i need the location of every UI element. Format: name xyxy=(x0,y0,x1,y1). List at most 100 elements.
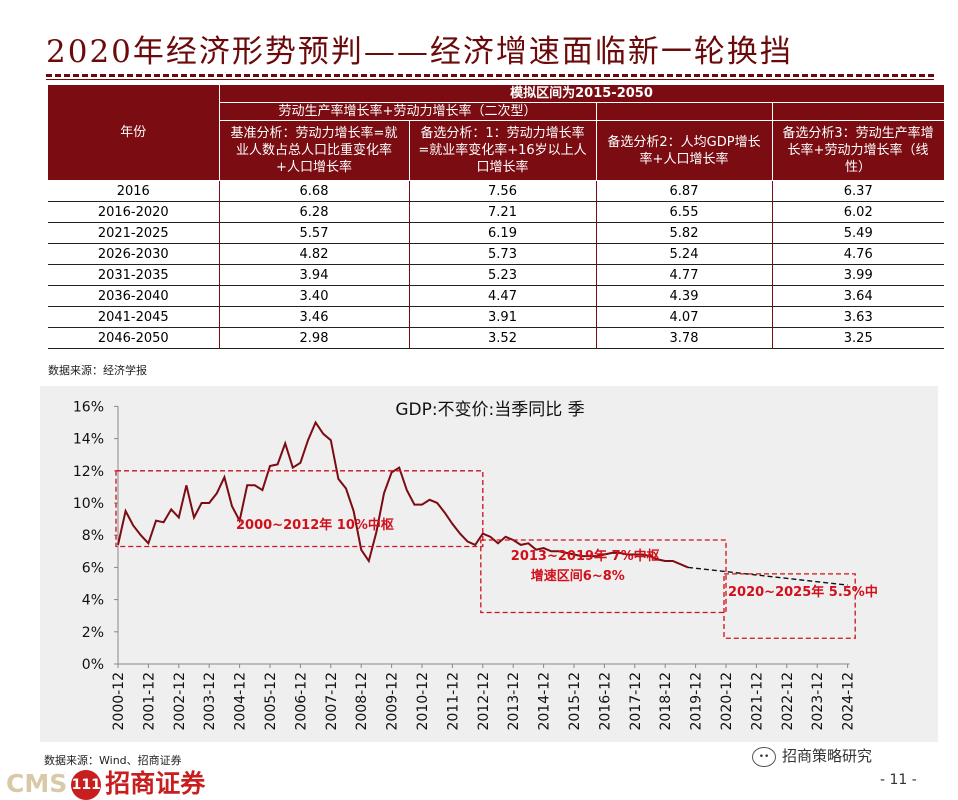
gdp-growth-line xyxy=(117,420,689,569)
y-tick-label: 10% xyxy=(73,496,104,512)
y-tick-label: 12% xyxy=(73,464,104,480)
value-cell: 6.19 xyxy=(408,222,596,244)
group-header-empty xyxy=(771,102,945,121)
x-tick-label: 2024-12 xyxy=(841,672,857,731)
table-row: 2031-2035 3.94 5.23 4.77 3.99 xyxy=(48,264,945,286)
year-cell: 2046-2050 xyxy=(48,327,219,349)
x-tick-label: 2011-12 xyxy=(445,672,461,731)
value-cell: 3.91 xyxy=(408,306,596,328)
value-cell: 5.82 xyxy=(595,222,772,244)
logo-emblem-icon: 111 xyxy=(71,770,102,800)
value-cell: 3.99 xyxy=(771,264,945,286)
title-divider xyxy=(46,74,934,77)
x-tick-label: 2002-12 xyxy=(172,672,188,731)
value-cell: 3.46 xyxy=(218,306,409,328)
annotation-label: 2013~2019年 7%中枢 xyxy=(511,548,660,564)
x-tick-label: 2017-12 xyxy=(628,672,644,731)
x-tick-label: 2012-12 xyxy=(476,672,492,731)
value-cell: 6.68 xyxy=(218,180,409,202)
annotation-box xyxy=(480,539,727,614)
group-header-empty xyxy=(595,102,773,121)
x-tick-label: 2018-12 xyxy=(658,672,674,731)
page-title: 2020年经济形势预判——经济增速面临新一轮换挡 xyxy=(46,34,793,70)
year-cell: 2016-2020 xyxy=(48,201,219,223)
x-tick-label: 2022-12 xyxy=(780,672,796,731)
year-cell: 2026-2030 xyxy=(48,243,219,265)
x-tick-label: 2015-12 xyxy=(567,672,583,731)
x-tick-label: 2003-12 xyxy=(202,672,218,731)
chart-title: GDP:不变价:当季同比 季 xyxy=(395,400,584,420)
value-cell: 6.02 xyxy=(771,201,945,223)
value-cell: 5.57 xyxy=(218,222,409,244)
value-cell: 7.56 xyxy=(408,180,596,202)
page-number: - 11 - xyxy=(880,772,917,788)
x-tick-label: 2000-12 xyxy=(111,672,127,731)
title-divider-thin xyxy=(46,79,934,80)
column-header: 备选分析2：人均GDP增长率+人口增长率 xyxy=(595,120,773,181)
wechat-icon: •• xyxy=(752,746,776,767)
value-cell: 4.76 xyxy=(771,243,945,265)
value-cell: 6.87 xyxy=(595,180,772,202)
annotation-sublabel: 增速区间6~8% xyxy=(531,568,625,584)
value-cell: 6.28 xyxy=(218,201,409,223)
x-tick-label: 2009-12 xyxy=(385,672,401,731)
y-tick-label: 2% xyxy=(82,625,104,641)
value-cell: 4.47 xyxy=(408,285,596,307)
value-cell: 7.21 xyxy=(408,201,596,223)
y-tick-label: 4% xyxy=(82,593,104,609)
forecast-table: 年份 模拟区间为2015-2050 劳动生产率增长率+劳动力增长率（二次型） 基… xyxy=(48,84,945,349)
y-tick-label: 8% xyxy=(82,528,104,544)
y-tick-label: 14% xyxy=(73,432,104,448)
x-tick-label: 2023-12 xyxy=(810,672,826,731)
x-tick-label: 2021-12 xyxy=(749,672,765,731)
value-cell: 5.73 xyxy=(408,243,596,265)
annotation-box xyxy=(723,573,856,639)
x-tick-label: 2007-12 xyxy=(324,672,340,731)
table-row: 2026-2030 4.82 5.73 5.24 4.76 xyxy=(48,243,945,265)
year-cell: 2031-2035 xyxy=(48,264,219,286)
wechat-account-name: 招商策略研究 xyxy=(782,747,873,765)
y-tick-label: 6% xyxy=(82,560,104,576)
annotation-label: 2000~2012年 10%中枢 xyxy=(236,517,394,533)
logo-cms-text: CMS xyxy=(6,769,68,798)
column-header: 备选分析3：劳动生产率增长率+劳动力增长率（线性） xyxy=(771,120,945,181)
value-cell: 6.37 xyxy=(771,180,945,202)
value-cell: 6.55 xyxy=(595,201,772,223)
value-cell: 3.94 xyxy=(218,264,409,286)
table-row: 2016 6.68 7.56 6.87 6.37 xyxy=(48,180,945,202)
gdp-chart-panel xyxy=(40,386,938,742)
year-cell: 2021-2025 xyxy=(48,222,219,244)
x-tick-label: 2008-12 xyxy=(354,672,370,731)
value-cell: 5.49 xyxy=(771,222,945,244)
value-cell: 3.63 xyxy=(771,306,945,328)
year-column-header: 年份 xyxy=(48,84,220,181)
value-cell: 3.52 xyxy=(408,327,596,349)
x-tick-label: 2013-12 xyxy=(506,672,522,731)
value-cell: 2.98 xyxy=(218,327,409,349)
wechat-watermark: •• 招商策略研究 xyxy=(752,745,872,767)
x-tick-label: 2001-12 xyxy=(141,672,157,731)
y-tick-label: 0% xyxy=(82,657,104,673)
value-cell: 3.78 xyxy=(595,327,772,349)
annotation-box xyxy=(115,470,484,548)
value-cell: 4.82 xyxy=(218,243,409,265)
year-cell: 2041-2045 xyxy=(48,306,219,328)
table-row: 2041-2045 3.46 3.91 4.07 3.63 xyxy=(48,306,945,328)
value-cell: 3.40 xyxy=(218,285,409,307)
value-cell: 4.07 xyxy=(595,306,772,328)
column-header: 备选分析：1：劳动力增长率=就业率变化率+16岁以上人口增长率 xyxy=(408,120,597,181)
x-tick-label: 2014-12 xyxy=(537,672,553,731)
logo-company-name: 招商证券 xyxy=(105,769,206,798)
x-tick-label: 2020-12 xyxy=(719,672,735,731)
x-tick-label: 2010-12 xyxy=(415,672,431,731)
table-source-note: 数据来源：经济学报 xyxy=(48,364,147,377)
x-tick-label: 2005-12 xyxy=(263,672,279,731)
annotation-label: 2020~2025年 5.5%中 xyxy=(728,584,878,600)
x-tick-label: 2006-12 xyxy=(293,672,309,731)
simulation-range-header: 模拟区间为2015-2050 xyxy=(218,84,945,103)
value-cell: 3.64 xyxy=(771,285,945,307)
y-tick-label: 16% xyxy=(73,399,104,415)
value-cell: 3.25 xyxy=(771,327,945,349)
table-row: 2016-2020 6.28 7.21 6.55 6.02 xyxy=(48,201,945,223)
